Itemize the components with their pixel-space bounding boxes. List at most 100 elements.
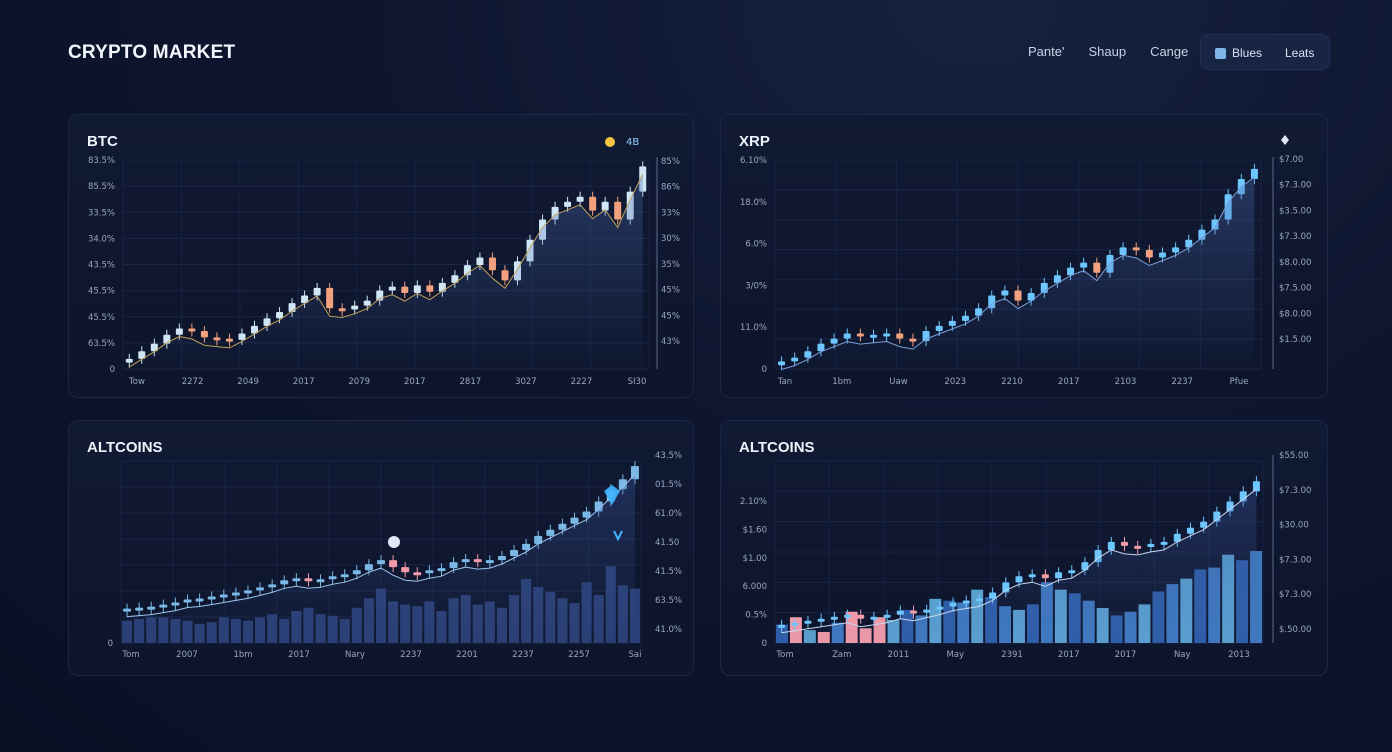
alt1-candle [437, 568, 446, 572]
alt1-candle [558, 523, 567, 530]
btc-trend-line [129, 174, 644, 368]
xrp-candle [1172, 247, 1180, 253]
btc-candle [564, 201, 572, 207]
alt2-x-tick: 2017 [1058, 650, 1080, 660]
xrp-candle [948, 320, 956, 326]
alt2-candle [949, 602, 957, 607]
coin-icon [605, 137, 615, 147]
xrp-right-y-tick: $3.5.00 [1279, 206, 1311, 216]
alt1-candle [522, 543, 531, 550]
alt2-candle [923, 609, 931, 613]
alt1-candle [425, 570, 434, 574]
xrp-candle [1145, 249, 1153, 258]
alt1-trend-line [126, 473, 636, 618]
xrp-title: XRP [739, 133, 770, 150]
btc-candle [501, 270, 509, 281]
altcoins-panel-1: ALTCOINS 43.5% 01.5% 61.0% 41.50 41.5% 63.5% 4… [68, 420, 694, 676]
altcoins-panel-2: ALTCOINS 2.10% $1.60 $1.00 6.000 0.5% 0 $55.00… [720, 420, 1328, 676]
blues-icon [1215, 47, 1226, 59]
alt1-x-tick: 1bm [233, 650, 252, 660]
header: CRYPTO MARKET Pante' Shaup Cange Blues L… [0, 0, 1392, 100]
altcoins-2-chart[interactable]: 2.10% $1.60 $1.00 6.000 0.5% 0 $55.00 $7.3.00 $3… [721, 421, 1329, 677]
alt2-candle [778, 624, 786, 628]
xrp-right-y-tick: $7.5.00 [1279, 284, 1311, 294]
xrp-candle [896, 333, 904, 339]
alt2-candle [1041, 574, 1049, 579]
alt1-candle [364, 564, 373, 571]
nav-item-pante[interactable]: Pante' [1028, 44, 1065, 59]
alt2-candle [936, 606, 944, 610]
btc-candle [175, 328, 183, 335]
alt2-right-y-tick: $7.3.00 [1279, 555, 1311, 565]
xrp-left-y-tick: 6.10% [740, 156, 767, 166]
alt1-candle [510, 549, 519, 557]
alt2-left-y-tick: $1.00 [743, 554, 767, 564]
alt1-x-tick: 2007 [176, 650, 198, 660]
alt2-candle [1147, 543, 1155, 547]
altcoins-2-title: ALTCOINS [739, 439, 815, 456]
xrp-chart[interactable]: 6.10% 18.0% 6.0% 3/0% 11.0% 0 $7.00 $7.3.00 $3.5… [721, 115, 1329, 399]
alt2-x-tick: 2391 [1001, 650, 1023, 660]
xrp-candle [778, 361, 786, 366]
alt1-candle [485, 560, 494, 564]
btc-candle [188, 328, 196, 332]
leats-toggle[interactable]: Leats [1285, 46, 1315, 60]
btc-candle [263, 318, 271, 326]
btc-candle [338, 308, 346, 312]
xrp-candle [883, 333, 891, 337]
xrp-candle [804, 351, 812, 358]
alt2-candle [791, 622, 799, 626]
alt1-x-tick: Nary [345, 650, 365, 660]
btc-left-y-tick: 63.5% [88, 339, 115, 349]
xrp-x-tick: 2017 [1058, 377, 1080, 387]
alt2-x-tick: Tom [775, 650, 793, 660]
alt1-x-tick: 2237 [512, 650, 534, 660]
btc-chart[interactable]: 4B 83.5% 85.5% 33.5% 34.0% 43.5% 45.5% 45.5% 63… [69, 115, 695, 399]
btc-left-y-tick: 83.5% [88, 156, 115, 166]
alt1-candle [401, 567, 410, 573]
alt2-right-y-tick: $55.00 [1279, 451, 1309, 461]
xrp-area [781, 176, 1255, 370]
alt2-right-y-tick: $.50.00 [1279, 625, 1311, 635]
nav-item-cange[interactable]: Cange [1150, 44, 1189, 59]
nav-item-shaup[interactable]: Shaup [1088, 44, 1127, 59]
xrp-candle [817, 343, 825, 352]
blues-toggle[interactable]: Blues [1215, 46, 1262, 60]
btc-left-y-tick: 45.5% [88, 313, 115, 323]
alt2-candle [1055, 572, 1063, 579]
alt2-candle [989, 592, 997, 599]
alt2-candle [1252, 481, 1260, 492]
alt1-x-tick: 2017 [288, 650, 310, 660]
btc-x-tick: 3027 [515, 377, 537, 387]
btc-x-tick: 2817 [460, 377, 482, 387]
alt1-candle [171, 602, 180, 606]
xrp-x-tick: Tan [777, 377, 792, 387]
xrp-x-tick: Uaw [889, 377, 907, 387]
alt1-candle [582, 511, 591, 518]
xrp-x-tick: 2023 [944, 377, 966, 387]
xrp-candle [1250, 168, 1258, 179]
alt1-candle [546, 529, 555, 536]
alt2-x-tick: 2013 [1228, 650, 1250, 660]
alt1-candle [352, 570, 361, 575]
alt1-right-y-tick: 41.0% [655, 625, 682, 635]
xrp-left-y-tick: 0 [762, 365, 767, 375]
btc-candle [276, 312, 284, 319]
xrp-candle [843, 333, 851, 339]
xrp-right-y-tick: $8.0.00 [1279, 309, 1311, 319]
alt2-area [781, 489, 1257, 643]
alt1-right-y-tick: 41.50 [655, 538, 679, 548]
alt1-candle [340, 574, 349, 578]
alt2-left-y-tick: 2.10% [740, 497, 767, 507]
btc-candle [388, 286, 396, 291]
alt2-candle [857, 614, 865, 619]
alt1-candle [377, 560, 385, 565]
btc-left-y-tick: 45.5% [88, 287, 115, 297]
xrp-candle [1132, 247, 1140, 251]
xrp-right-y-tick: $7.00 [1279, 155, 1303, 165]
altcoins-1-chart[interactable]: 43.5% 01.5% 61.0% 41.50 41.5% 63.5% 41.0% 0 Tom 2… [69, 421, 695, 677]
btc-left-y-tick: 34.0% [88, 234, 115, 244]
alt2-candle [1121, 541, 1129, 546]
btc-x-tick: 2227 [571, 377, 593, 387]
btc-candle [213, 337, 221, 341]
